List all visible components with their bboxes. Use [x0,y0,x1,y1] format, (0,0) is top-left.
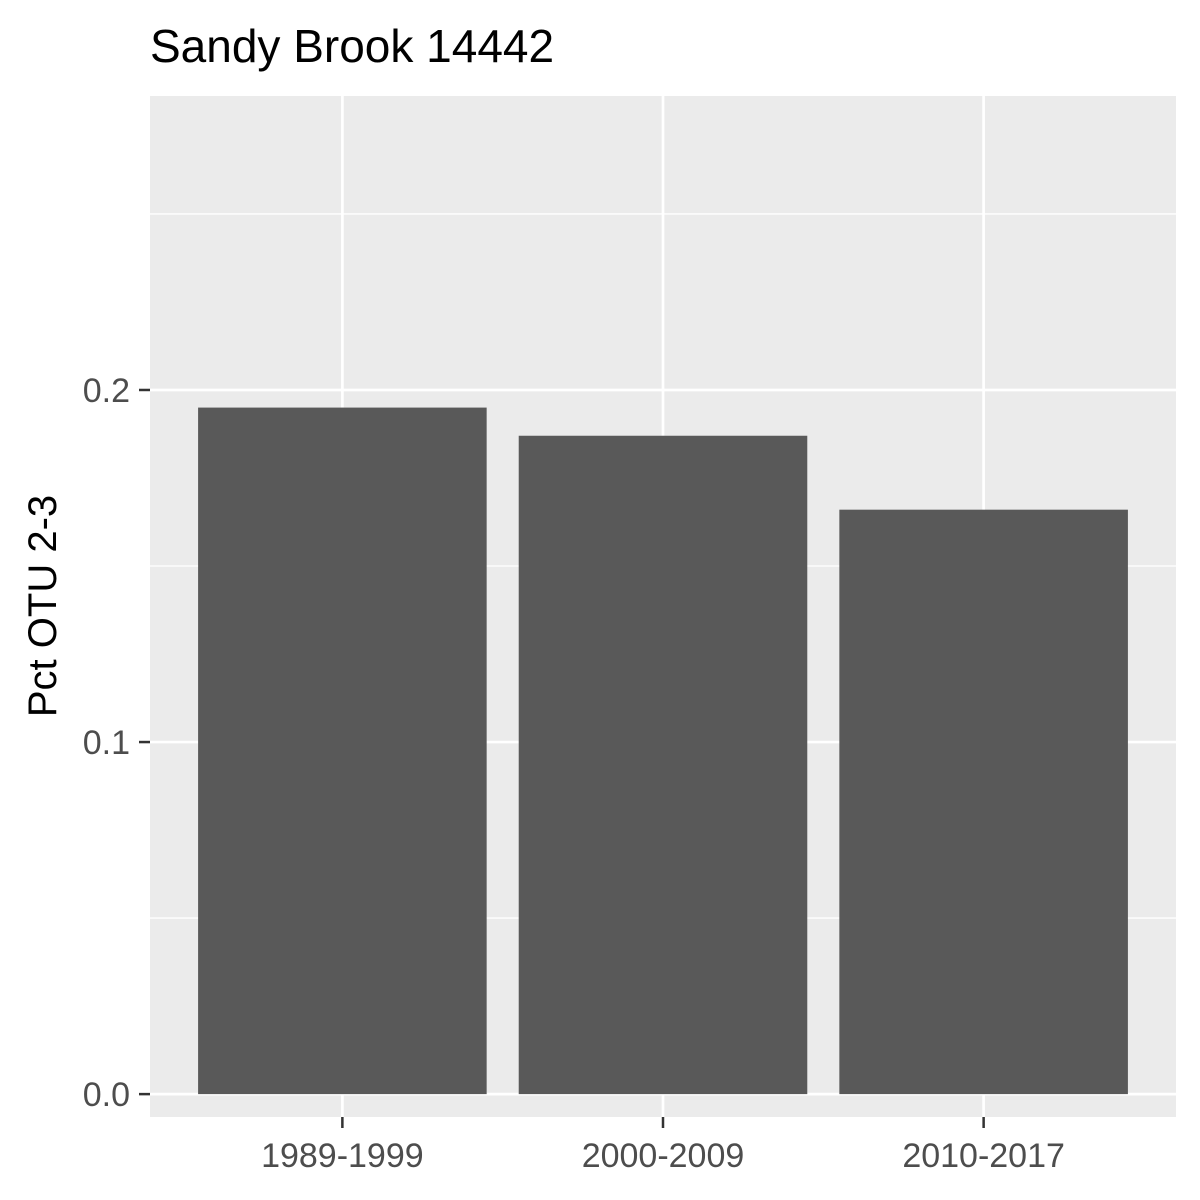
x-tick-label: 1989-1999 [261,1137,424,1175]
y-tick-label: 0.1 [83,724,130,762]
chart-title: Sandy Brook 14442 [150,20,554,72]
x-tick-label: 2010-2017 [902,1137,1065,1175]
bar-1989-1999 [198,407,487,1095]
bars [198,407,1128,1095]
x-axis: 1989-1999 2000-2009 2010-2017 [261,1117,1065,1175]
bar-2000-2009 [518,435,808,1095]
y-tick-label: 0.0 [83,1076,130,1114]
y-tick-label: 0.2 [83,372,130,410]
bar-2010-2017 [839,509,1128,1095]
y-axis: 0.0 0.1 0.2 [83,372,150,1114]
x-tick-label: 2000-2009 [582,1137,745,1175]
y-axis-title: Pct OTU 2-3 [21,495,65,717]
